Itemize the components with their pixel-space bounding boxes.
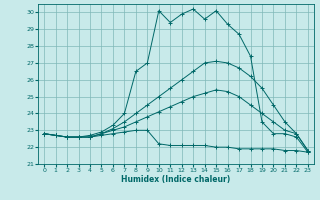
- X-axis label: Humidex (Indice chaleur): Humidex (Indice chaleur): [121, 175, 231, 184]
